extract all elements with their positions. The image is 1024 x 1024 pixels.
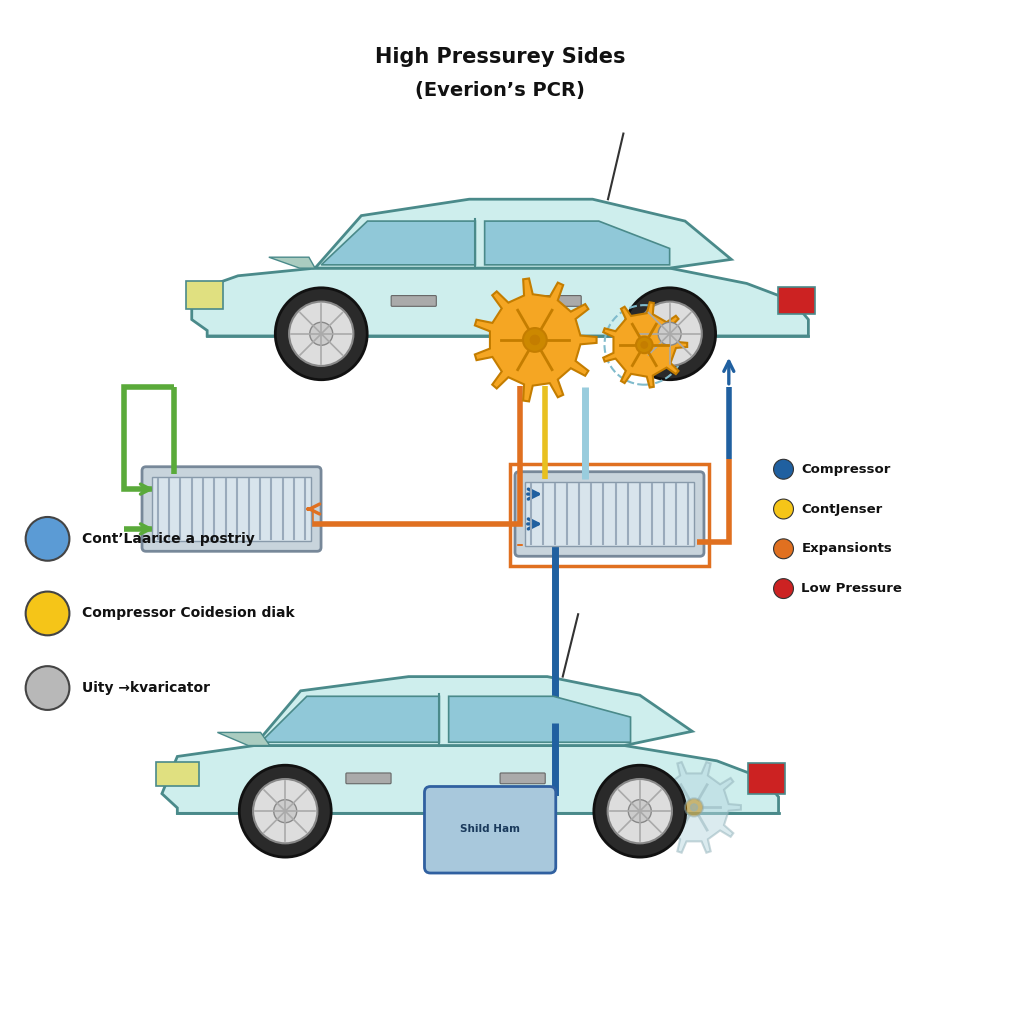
FancyBboxPatch shape — [425, 786, 556, 873]
FancyBboxPatch shape — [142, 467, 322, 551]
Circle shape — [685, 799, 703, 816]
Circle shape — [624, 288, 716, 380]
Circle shape — [594, 765, 686, 857]
Polygon shape — [647, 762, 741, 853]
Circle shape — [253, 779, 317, 844]
Circle shape — [530, 336, 540, 344]
Text: Low Pressure: Low Pressure — [802, 582, 902, 595]
Bar — [777, 287, 814, 314]
Polygon shape — [260, 696, 439, 742]
Text: (Everion’s PCR): (Everion’s PCR) — [415, 81, 585, 100]
Circle shape — [273, 800, 297, 822]
Circle shape — [629, 800, 651, 822]
Bar — [525, 481, 694, 547]
Circle shape — [523, 328, 547, 352]
Bar — [156, 762, 199, 786]
Circle shape — [26, 592, 70, 635]
Circle shape — [636, 337, 652, 353]
Circle shape — [658, 323, 681, 345]
Text: ContJenser: ContJenser — [802, 503, 883, 515]
Circle shape — [275, 288, 368, 380]
Circle shape — [309, 323, 333, 345]
Bar — [510, 464, 709, 566]
Bar — [748, 763, 784, 794]
Polygon shape — [217, 732, 269, 745]
Polygon shape — [603, 302, 687, 387]
Text: Cont’Laarice a postriy: Cont’Laarice a postriy — [82, 531, 255, 546]
Circle shape — [289, 302, 353, 366]
FancyBboxPatch shape — [500, 773, 545, 783]
Polygon shape — [484, 221, 670, 265]
Circle shape — [690, 804, 697, 811]
Bar — [185, 282, 222, 308]
FancyBboxPatch shape — [515, 472, 703, 556]
Text: Shild Ham: Shild Ham — [460, 824, 520, 835]
Polygon shape — [449, 696, 631, 742]
Polygon shape — [315, 200, 731, 268]
Circle shape — [773, 579, 794, 598]
FancyBboxPatch shape — [537, 296, 582, 306]
Text: Uity →kvaricator: Uity →kvaricator — [82, 681, 210, 695]
FancyBboxPatch shape — [391, 296, 436, 306]
Circle shape — [641, 342, 647, 348]
Polygon shape — [254, 677, 692, 745]
FancyBboxPatch shape — [346, 773, 391, 783]
Polygon shape — [475, 279, 597, 401]
Polygon shape — [269, 257, 315, 268]
Circle shape — [607, 779, 672, 844]
Circle shape — [26, 667, 70, 710]
Circle shape — [240, 765, 331, 857]
Polygon shape — [162, 745, 778, 813]
Circle shape — [773, 460, 794, 479]
Polygon shape — [322, 221, 475, 265]
Bar — [152, 477, 311, 542]
Text: High Pressurey Sides: High Pressurey Sides — [375, 46, 626, 67]
Circle shape — [26, 517, 70, 561]
Circle shape — [773, 499, 794, 519]
Text: Compressor: Compressor — [802, 463, 891, 476]
Polygon shape — [191, 268, 808, 336]
Text: Compressor Coidesion diak: Compressor Coidesion diak — [82, 606, 295, 621]
Text: Expansionts: Expansionts — [802, 543, 892, 555]
Circle shape — [638, 302, 701, 366]
Circle shape — [773, 539, 794, 559]
